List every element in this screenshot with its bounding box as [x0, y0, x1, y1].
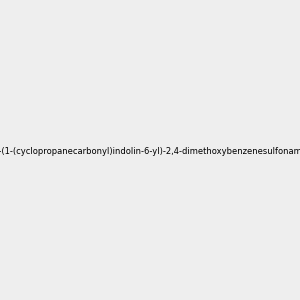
Text: N-(1-(cyclopropanecarbonyl)indolin-6-yl)-2,4-dimethoxybenzenesulfonamide: N-(1-(cyclopropanecarbonyl)indolin-6-yl)… [0, 147, 300, 156]
